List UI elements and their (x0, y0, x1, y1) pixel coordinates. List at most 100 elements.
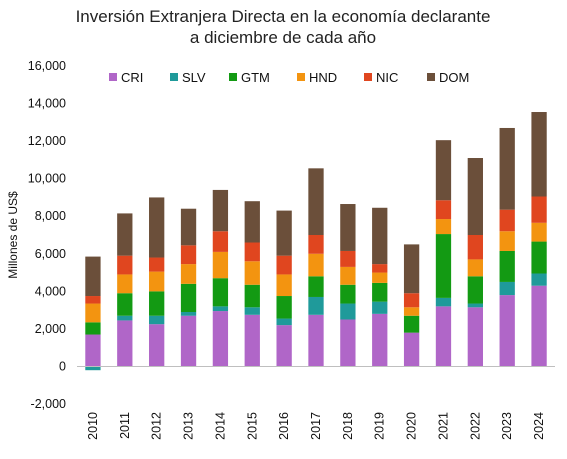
bar-segment-nic-2015 (244, 242, 260, 262)
bar-segment-dom-2013 (180, 208, 197, 246)
bar-segment-nic-2014 (212, 231, 229, 252)
bar-segment-slv-2018 (340, 303, 356, 320)
x-tick-label: 2013 (182, 412, 196, 440)
x-tick-label: 2015 (245, 412, 259, 440)
bar-segment-slv-2011 (117, 315, 133, 321)
x-tick-label: 2022 (468, 412, 482, 440)
bar-segment-dom-2012 (149, 197, 165, 258)
bar-segment-nic-2011 (117, 255, 133, 275)
bar-segment-cri-2022 (467, 307, 483, 367)
bar-segment-gtm-2010 (85, 322, 101, 335)
bar-segment-hnd-2014 (212, 251, 229, 279)
x-tick-label: 2020 (405, 412, 419, 440)
x-tick-label: 2021 (436, 412, 450, 440)
bar-segment-cri-2024 (531, 285, 547, 367)
bar-segment-dom-2010 (85, 256, 101, 297)
x-tick-label: 2014 (213, 412, 227, 440)
bar-segment-gtm-2017 (308, 276, 324, 297)
x-tick-label: 2018 (341, 412, 355, 440)
bar-segment-gtm-2023 (499, 250, 515, 282)
x-tick-label: 2019 (373, 412, 387, 440)
bar-segment-gtm-2013 (180, 283, 197, 312)
bar-segment-hnd-2017 (308, 253, 324, 277)
bar-segment-gtm-2022 (467, 276, 483, 304)
legend-swatch-cri (109, 73, 117, 81)
bar-segment-hnd-2019 (372, 272, 388, 283)
bar-segment-dom-2019 (372, 207, 388, 265)
bar-segment-nic-2023 (499, 209, 515, 232)
bar-segment-dom-2020 (403, 244, 420, 294)
bar-segment-slv-2014 (212, 306, 229, 312)
bar-segment-cri-2020 (403, 332, 420, 367)
legend: CRI SLV GTM HND NIC DOM (109, 70, 469, 85)
y-tick-label: 8,000 (35, 209, 66, 223)
y-tick-label: 6,000 (35, 247, 66, 261)
bar-segment-hnd-2018 (340, 266, 356, 285)
bar-segment-nic-2021 (435, 200, 452, 220)
bar-segment-gtm-2011 (117, 293, 133, 316)
legend-swatch-hnd (297, 73, 305, 81)
y-tick-label: -2,000 (31, 397, 66, 411)
bar-segment-nic-2019 (372, 264, 388, 273)
bar-segment-gtm-2015 (244, 284, 260, 308)
y-tick-label: 0 (59, 359, 66, 373)
y-tick-label: 4,000 (35, 284, 66, 298)
bar-segment-cri-2011 (117, 320, 133, 367)
bar-segment-nic-2010 (85, 296, 101, 304)
y-tick-label: 12,000 (28, 134, 66, 148)
bars (77, 112, 555, 371)
bar-segment-hnd-2024 (531, 222, 547, 242)
bar-segment-hnd-2010 (85, 303, 101, 323)
bar-segment-hnd-2016 (276, 274, 292, 297)
bar-segment-dom-2017 (308, 168, 324, 235)
x-tick-label: 2012 (150, 412, 164, 440)
bar-segment-nic-2018 (340, 250, 356, 267)
bar-segment-gtm-2018 (340, 284, 356, 304)
y-tick-label: 14,000 (28, 97, 66, 111)
y-tick-label: 10,000 (28, 172, 66, 186)
bar-segment-slv-2013 (180, 311, 197, 316)
y-tick-label: 2,000 (35, 322, 66, 336)
bar-segment-cri-2023 (499, 295, 515, 367)
bar-segment-hnd-2013 (180, 264, 197, 284)
bar-segment-dom-2021 (435, 140, 452, 201)
x-tick-label: 2010 (86, 412, 100, 440)
bar-segment-nic-2020 (403, 293, 420, 308)
x-tick-label: 2024 (532, 412, 546, 440)
legend-swatch-dom (427, 73, 435, 81)
y-tick-label: 16,000 (28, 59, 66, 73)
bar-segment-hnd-2023 (499, 231, 515, 251)
bar-segment-cri-2014 (212, 311, 229, 367)
bar-segment-cri-2013 (180, 315, 197, 367)
bar-segment-gtm-2024 (531, 241, 547, 274)
bar-segment-dom-2023 (499, 127, 515, 210)
legend-swatch-nic (364, 73, 372, 81)
legend-swatch-gtm (229, 73, 237, 81)
bar-segment-cri-2017 (308, 314, 324, 367)
bar-segment-hnd-2012 (149, 271, 165, 292)
y-axis-ticks: -2,000 0 2,000 4,000 6,000 8,000 10,000 12,000 1… (28, 59, 66, 411)
bar-segment-dom-2016 (276, 210, 292, 256)
legend-swatch-slv (170, 73, 178, 81)
legend-label-nic: NIC (376, 70, 398, 85)
bar-segment-nic-2012 (149, 257, 165, 272)
bar-segment-cri-2019 (372, 313, 388, 367)
bar-segment-slv-2022 (467, 303, 483, 308)
legend-label-hnd: HND (309, 70, 337, 85)
bar-segment-cri-2010 (85, 334, 101, 367)
chart-title-line-2: a diciembre de cada año (190, 28, 376, 47)
legend-label-slv: SLV (182, 70, 206, 85)
bar-segment-gtm-2012 (149, 291, 165, 316)
bar-segment-slv-2010 (85, 366, 101, 371)
bar-segment-cri-2012 (149, 324, 165, 367)
bar-segment-slv-2024 (531, 273, 547, 286)
bar-segment-nic-2022 (467, 235, 483, 260)
bar-segment-slv-2017 (308, 296, 324, 315)
x-tick-label: 2016 (277, 412, 291, 440)
legend-label-dom: DOM (439, 70, 469, 85)
bar-segment-nic-2016 (276, 255, 292, 275)
legend-label-cri: CRI (121, 70, 143, 85)
legend-label-gtm: GTM (241, 70, 270, 85)
bar-segment-dom-2022 (467, 158, 483, 235)
